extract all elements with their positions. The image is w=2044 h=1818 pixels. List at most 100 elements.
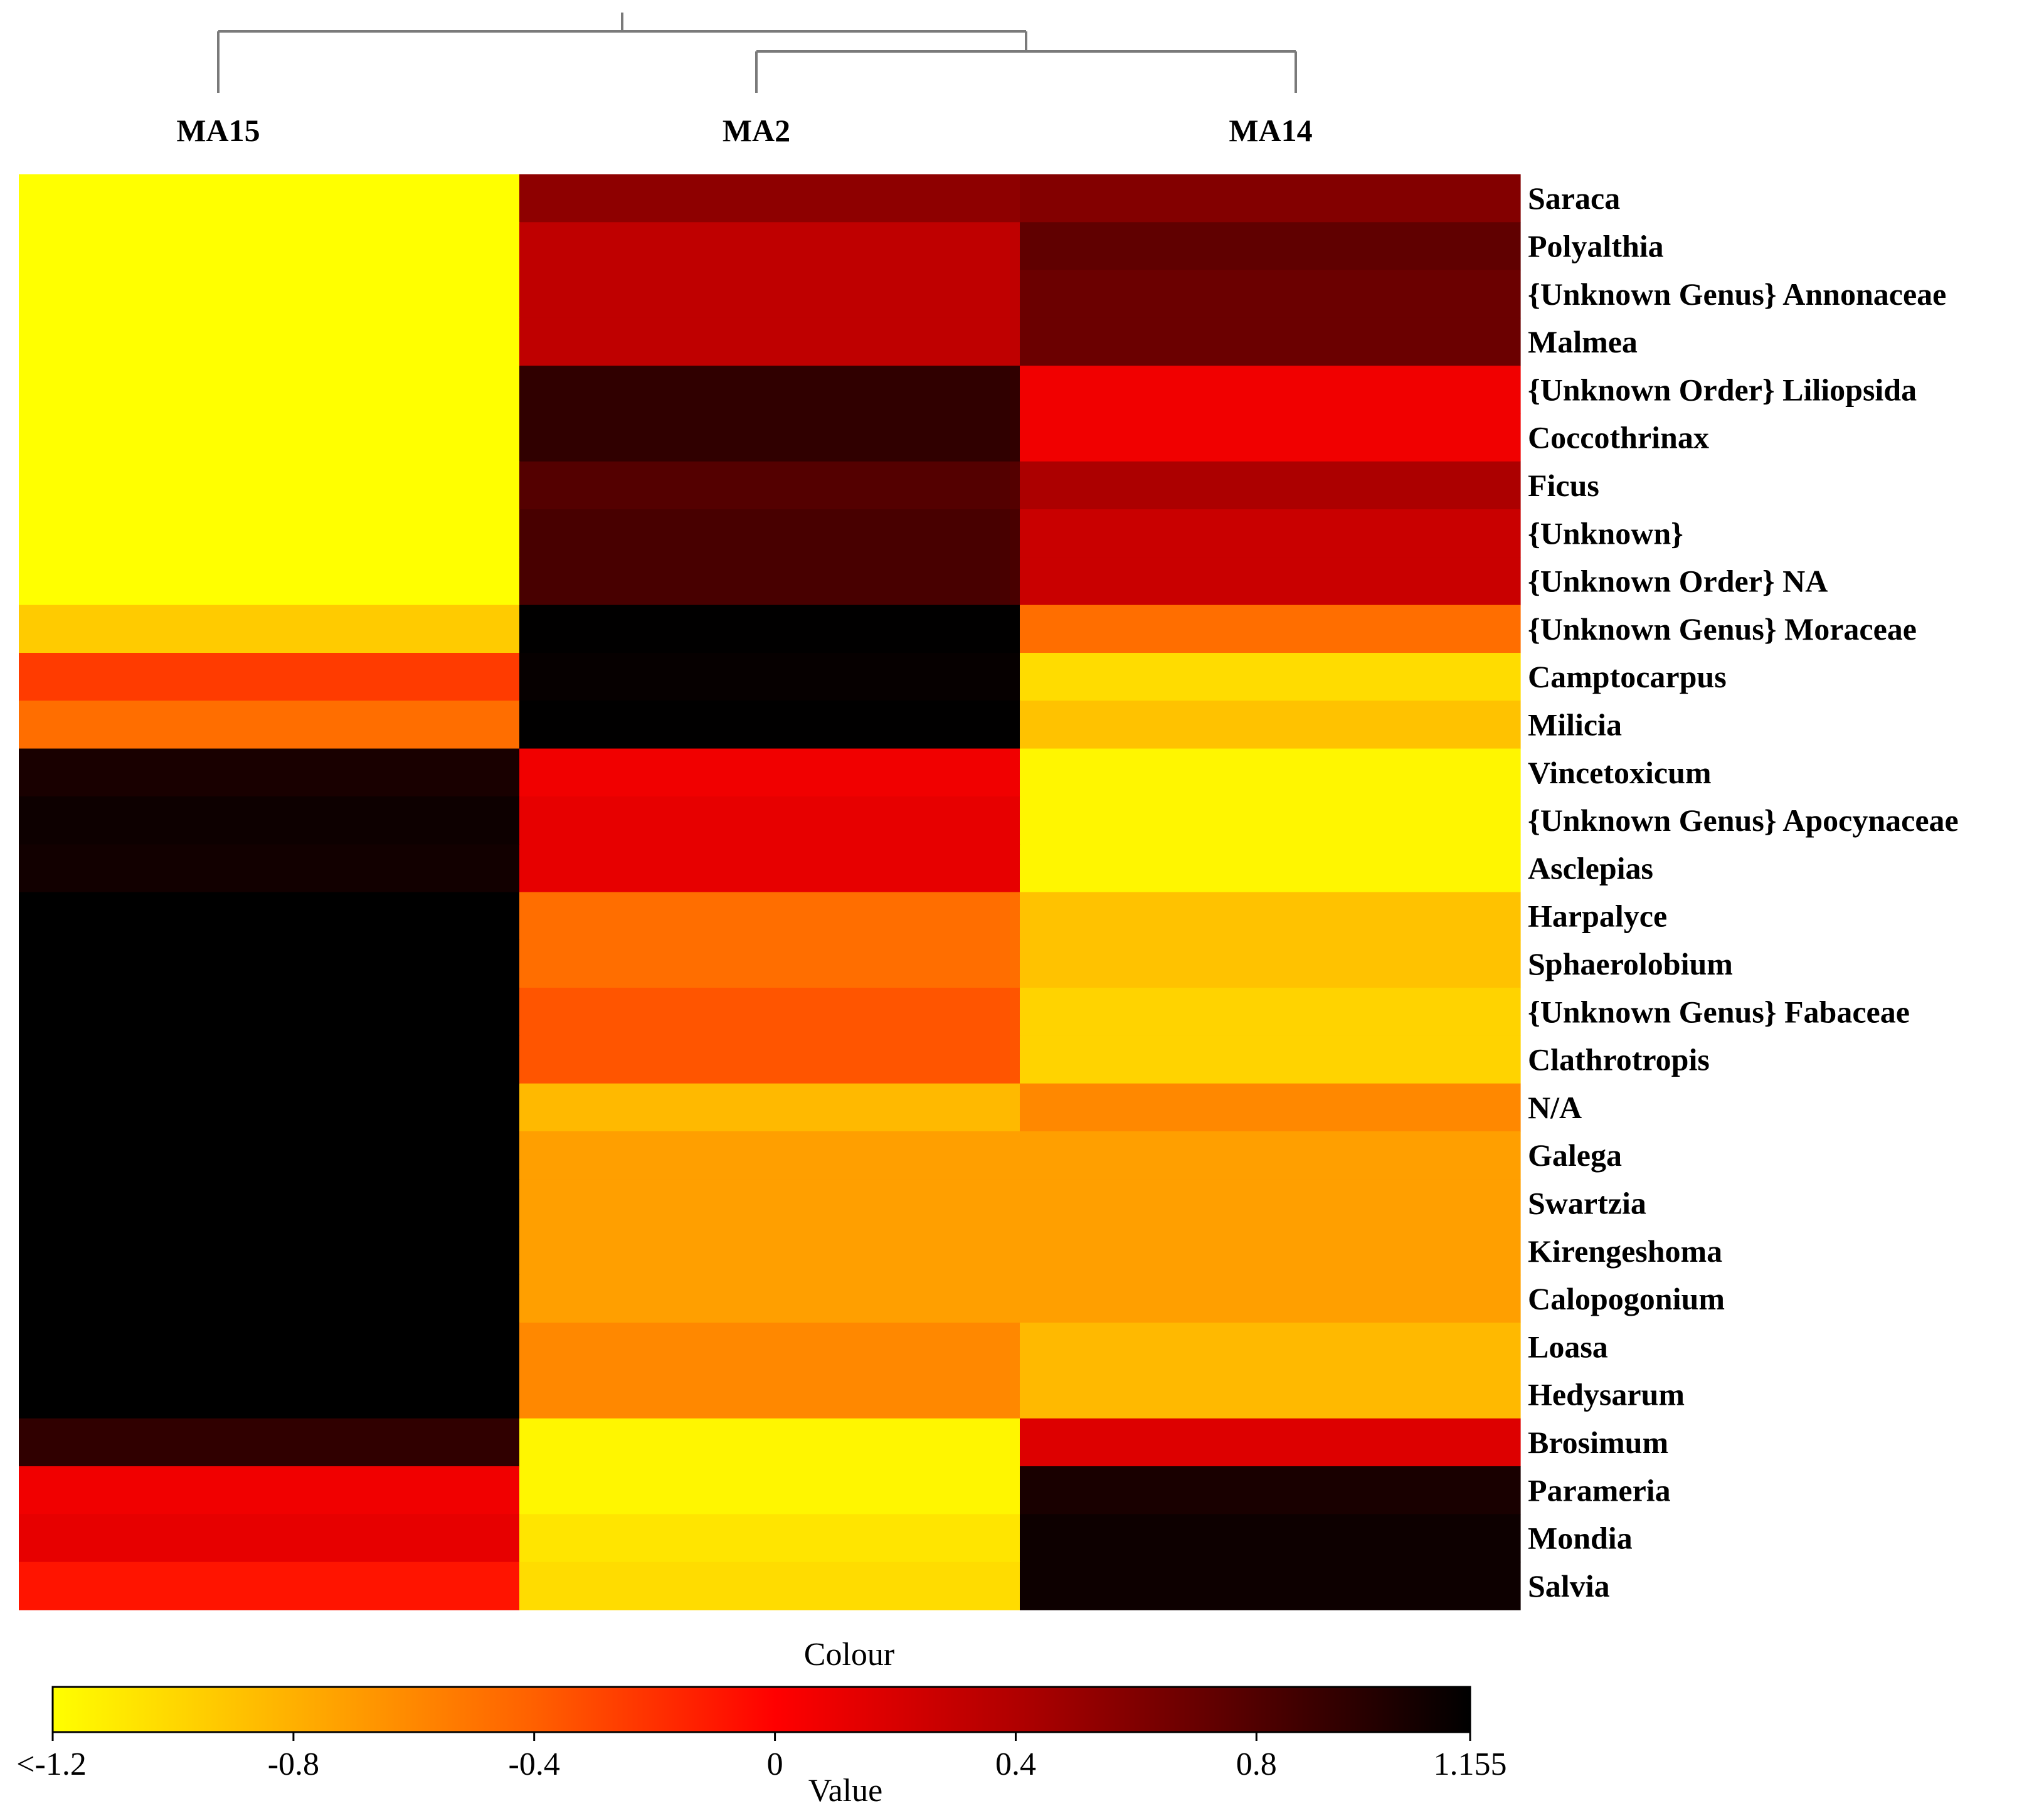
- heatmap-cell: [1020, 557, 1521, 606]
- heatmap-cell: [519, 1514, 1020, 1563]
- heatmap-cell: [519, 1466, 1020, 1514]
- heatmap-cell: [1020, 222, 1521, 271]
- row-label: Polyalthia: [1528, 228, 1664, 263]
- row-label: Parameria: [1528, 1472, 1671, 1508]
- heatmap-cell: [1020, 1418, 1521, 1467]
- color-scale-tick-label: 0.4: [995, 1747, 1036, 1782]
- color-scale-tick-label: <-1.2: [16, 1747, 87, 1782]
- heatmap-cell: [519, 461, 1020, 510]
- heatmap-cell: [1020, 1514, 1521, 1563]
- row-label: {Unknown Order} Liliopsida: [1528, 372, 1917, 407]
- heatmap-cell: [519, 413, 1020, 462]
- row-label: N/A: [1528, 1090, 1582, 1125]
- heatmap-cell: [1020, 317, 1521, 366]
- row-label: Mondia: [1528, 1521, 1633, 1556]
- heatmap-cell: [519, 1131, 1020, 1180]
- heatmap-cell: [19, 1562, 520, 1610]
- row-label: Asclepias: [1528, 850, 1653, 885]
- heatmap-cell: [1020, 366, 1521, 415]
- heatmap-cell: [19, 844, 520, 893]
- row-label: Brosimum: [1528, 1425, 1668, 1460]
- color-scale-tick-label: 1.155: [1434, 1747, 1507, 1782]
- heatmap-cell: [1020, 461, 1521, 510]
- heatmap-cell: [19, 174, 520, 223]
- heatmap-cell: [19, 1514, 520, 1563]
- heatmap-cell: [19, 1227, 520, 1276]
- heatmap-cell: [19, 1083, 520, 1132]
- heatmap-cell: [19, 461, 520, 510]
- heatmap-cell: [19, 557, 520, 606]
- color-scale-bar: [51, 1686, 1471, 1733]
- heatmap-cell: [1020, 174, 1521, 223]
- row-label: Milicia: [1528, 707, 1622, 743]
- heatmap-cell: [1020, 796, 1521, 845]
- row-label: Malmea: [1528, 324, 1638, 359]
- heatmap-cell: [19, 509, 520, 558]
- heatmap-cell: [519, 174, 1020, 223]
- column-labels: MA15 MA2 MA14: [176, 113, 1312, 148]
- row-label: {Unknown Genus} Apocynaceae: [1528, 803, 1959, 838]
- row-labels: Saraca Polyalthia {Unknown Genus} Annonace…: [1528, 181, 1959, 1604]
- heatmap-cell: [1020, 988, 1521, 1036]
- row-label: Swartzia: [1528, 1186, 1646, 1221]
- color-scale-tick-label: 0: [767, 1747, 783, 1782]
- heatmap-cell: [519, 605, 1020, 653]
- heatmap-cell: [519, 700, 1020, 749]
- heatmap-cell: [19, 939, 520, 988]
- heatmap-cells: [19, 174, 1521, 1610]
- color-scale-tick-label: -0.8: [268, 1747, 319, 1782]
- heatmap-cell: [519, 1562, 1020, 1610]
- color-scale-tick-label: -0.4: [509, 1747, 560, 1782]
- color-scale-tick-label: 0.8: [1236, 1747, 1277, 1782]
- heatmap-cell: [1020, 653, 1521, 701]
- heatmap-cell: [1020, 892, 1521, 941]
- heatmap-cell: [19, 270, 520, 319]
- heatmap-cell: [519, 270, 1020, 319]
- heatmap-cell: [519, 653, 1020, 701]
- heatmap-cell: [19, 796, 520, 845]
- heatmap-cell: [519, 1418, 1020, 1467]
- heatmap-cell: [519, 222, 1020, 271]
- column-dendrogram: [217, 13, 1297, 93]
- heatmap-cell: [519, 317, 1020, 366]
- heatmap-cell: [519, 1179, 1020, 1228]
- row-label: Sphaerolobium: [1528, 946, 1733, 981]
- heatmap-cell: [19, 1131, 520, 1180]
- heatmap-cell: [19, 605, 520, 653]
- row-label: Salvia: [1528, 1568, 1610, 1604]
- heatmap-cell: [519, 1035, 1020, 1084]
- row-label: Galega: [1528, 1138, 1622, 1173]
- heatmap-cell: [1020, 413, 1521, 462]
- row-label: {Unknown Genus} Moraceae: [1528, 611, 1917, 647]
- heatmap-cell: [1020, 605, 1521, 653]
- heatmap-cell: [519, 796, 1020, 845]
- heatmap-cell: [1020, 700, 1521, 749]
- heatmap-cell: [19, 366, 520, 415]
- heatmap-cell: [519, 1083, 1020, 1132]
- heatmap-cell: [1020, 1466, 1521, 1514]
- column-label-ma2: MA2: [723, 113, 790, 148]
- heatmap-cell: [19, 748, 520, 797]
- heatmap-cell: [19, 1179, 520, 1228]
- heatmap-cell: [519, 892, 1020, 941]
- heatmap-cell: [19, 413, 520, 462]
- row-label: Vincetoxicum: [1528, 755, 1712, 790]
- heatmap-cell: [519, 366, 1020, 415]
- heatmap-cell: [19, 1323, 520, 1371]
- heatmap-cell: [1020, 509, 1521, 558]
- column-label-ma15: MA15: [176, 113, 260, 148]
- heatmap-cell: [1020, 1083, 1521, 1132]
- heatmap-cell: [519, 1227, 1020, 1276]
- heatmap-cell: [1020, 1179, 1521, 1228]
- heatmap-cell: [19, 1274, 520, 1323]
- row-label: Ficus: [1528, 468, 1599, 503]
- heatmap-cell: [1020, 1323, 1521, 1371]
- row-label: Coccothrinax: [1528, 420, 1709, 455]
- heatmap-cell: [19, 653, 520, 701]
- row-label: {Unknown Genus} Fabaceae: [1528, 994, 1910, 1029]
- row-label: {Unknown}: [1528, 515, 1683, 551]
- heatmap-cell: [1020, 939, 1521, 988]
- heatmap-cell: [1020, 1035, 1521, 1084]
- heatmap-cell: [519, 1323, 1020, 1371]
- heatmap-cell: [519, 509, 1020, 558]
